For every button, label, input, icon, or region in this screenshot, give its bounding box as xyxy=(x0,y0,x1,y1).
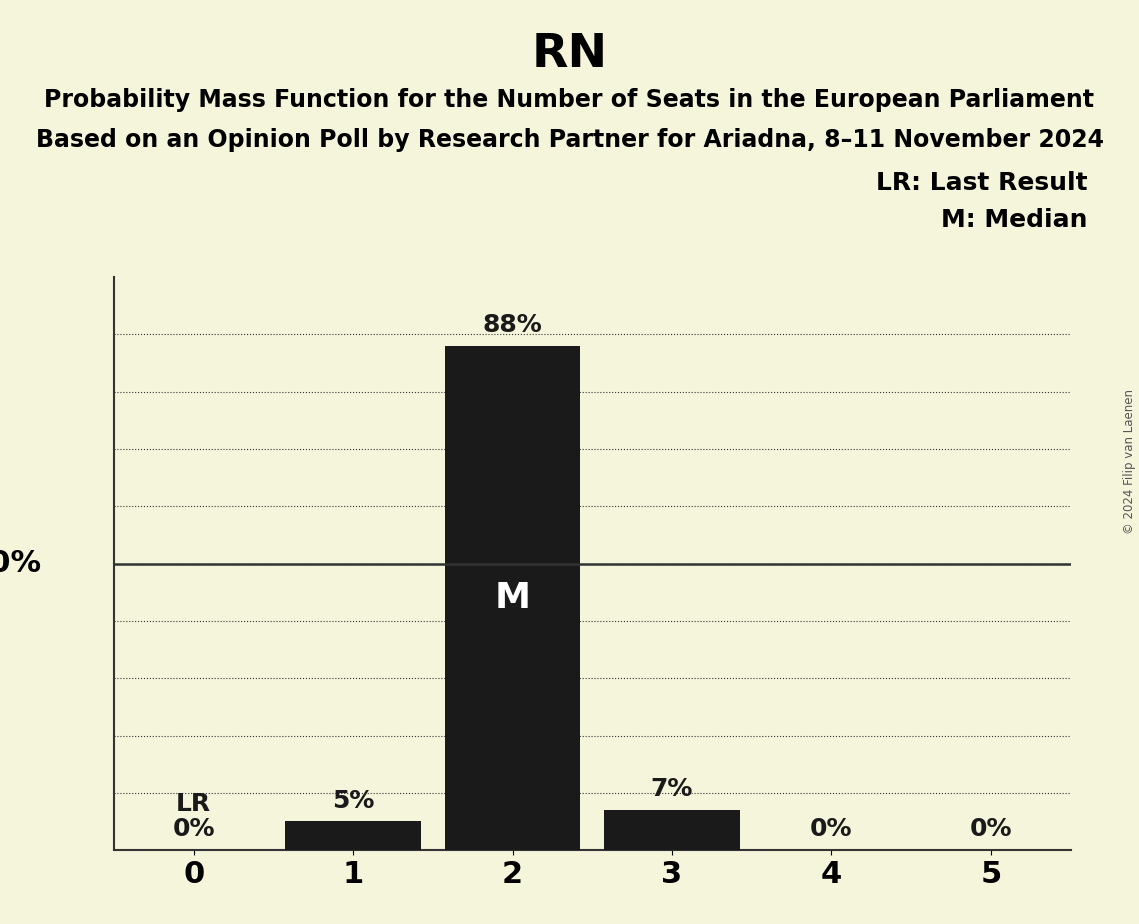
Bar xyxy=(604,810,739,850)
Text: LR: Last Result: LR: Last Result xyxy=(876,171,1088,195)
Text: 88%: 88% xyxy=(483,313,542,337)
Text: 0%: 0% xyxy=(172,818,215,842)
Text: M: Median: M: Median xyxy=(941,208,1088,232)
Text: 7%: 7% xyxy=(650,777,694,801)
Text: 50%: 50% xyxy=(0,549,42,578)
Text: M: M xyxy=(494,581,531,615)
Text: © 2024 Filip van Laenen: © 2024 Filip van Laenen xyxy=(1123,390,1137,534)
Text: Based on an Opinion Poll by Research Partner for Ariadna, 8–11 November 2024: Based on an Opinion Poll by Research Par… xyxy=(35,128,1104,152)
Text: LR: LR xyxy=(177,792,211,816)
Text: RN: RN xyxy=(532,32,607,78)
Text: 5%: 5% xyxy=(331,789,375,813)
Text: 0%: 0% xyxy=(969,818,1013,842)
Text: 0%: 0% xyxy=(810,818,853,842)
Bar xyxy=(285,821,420,850)
Text: Probability Mass Function for the Number of Seats in the European Parliament: Probability Mass Function for the Number… xyxy=(44,88,1095,112)
Bar xyxy=(444,346,580,850)
